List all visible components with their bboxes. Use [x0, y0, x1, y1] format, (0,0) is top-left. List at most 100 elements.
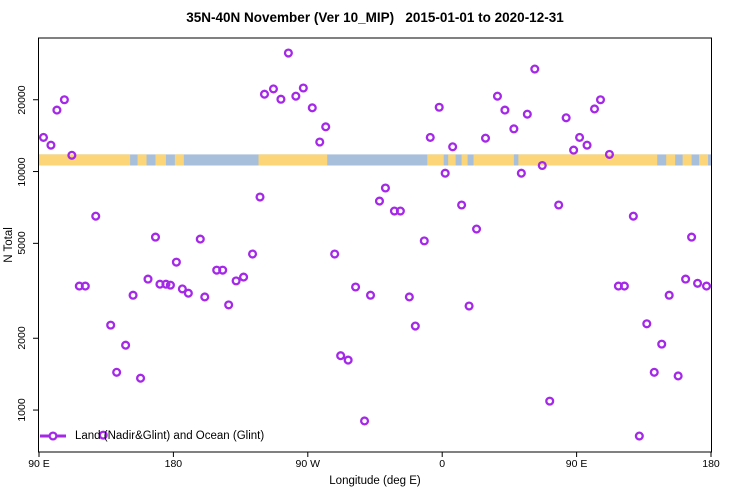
band-land-segment: [155, 154, 166, 166]
data-point: [464, 301, 474, 311]
data-point: [135, 373, 146, 383]
band-land-segment: [427, 154, 444, 166]
data-point: [143, 274, 153, 284]
band-land-segment: [666, 154, 676, 166]
data-point: [569, 145, 579, 155]
data-point: [276, 94, 286, 104]
data-point: [634, 431, 644, 441]
data-point: [434, 102, 444, 112]
data-point: [575, 132, 585, 142]
y-tick-label: 10000: [16, 156, 28, 187]
data-point: [336, 351, 346, 361]
data-point: [46, 140, 56, 150]
band-ocean: [39, 154, 711, 166]
data-point: [516, 168, 526, 178]
data-point: [59, 95, 69, 105]
data-point: [509, 124, 519, 134]
band-land-segment: [473, 154, 658, 166]
band-land-segment: [461, 154, 468, 166]
data-point: [657, 339, 667, 349]
data-point: [255, 192, 265, 202]
data-point: [150, 232, 161, 242]
data-point: [500, 105, 510, 115]
data-point: [545, 396, 555, 406]
data-point: [177, 284, 187, 294]
data-point: [404, 292, 414, 302]
data-point: [112, 367, 122, 377]
band-land-segment: [682, 154, 692, 166]
data-point: [440, 168, 450, 178]
data-point: [471, 224, 482, 234]
data-point: [106, 320, 116, 330]
data-point: [628, 211, 638, 221]
x-tick-label: 90 E: [28, 458, 50, 470]
x-axis-label: Longitude (deg E): [329, 475, 421, 487]
data-point: [268, 84, 279, 94]
data-point: [121, 340, 131, 350]
data-point: [480, 133, 491, 143]
data-point: [247, 249, 258, 259]
data-point: [351, 282, 361, 292]
data-point: [561, 113, 571, 123]
data-point: [425, 132, 435, 142]
data-point: [283, 48, 293, 58]
band-land-segment: [699, 154, 709, 166]
x-tick-label: 180: [164, 458, 183, 470]
band-land-segment: [137, 154, 147, 166]
data-point: [554, 200, 564, 210]
data-point: [359, 416, 370, 426]
data-point: [530, 64, 540, 74]
data-point: [343, 355, 353, 365]
band-ocean-patch: [513, 154, 519, 166]
data-point: [218, 265, 228, 275]
y-tick-label: 1000: [16, 398, 28, 422]
data-point: [395, 206, 405, 216]
data-point: [239, 272, 249, 282]
data-point: [171, 257, 181, 267]
data-point: [259, 89, 270, 99]
data-point: [298, 83, 308, 93]
data-point: [165, 280, 175, 290]
data-point: [619, 281, 629, 291]
data-point: [582, 140, 592, 150]
data-point: [374, 196, 385, 206]
data-point: [291, 91, 301, 101]
data-point: [419, 236, 429, 246]
data-point: [321, 122, 331, 132]
y-tick-label: 20000: [16, 85, 28, 115]
data-point: [649, 367, 659, 377]
data-point: [681, 274, 691, 284]
data-point: [91, 211, 101, 221]
band-land-segment: [448, 154, 456, 166]
data-point: [701, 281, 712, 291]
x-tick-label: 90 W: [295, 458, 321, 470]
data-point: [642, 319, 652, 329]
band-land-segment: [39, 154, 131, 166]
band-land-segment: [258, 154, 328, 166]
y-tick-label: 2000: [16, 326, 28, 350]
data-point: [365, 290, 376, 300]
data-point: [693, 278, 703, 288]
data-point: [673, 371, 683, 381]
x-tick-label: 90 E: [565, 458, 588, 470]
data-point: [161, 279, 171, 289]
data-point: [664, 290, 674, 300]
data-point: [224, 300, 234, 310]
data-point: [330, 249, 340, 259]
chart-title: 35N-40N November (Ver 10_MIP) 2015-01-01…: [186, 10, 564, 25]
data-point: [448, 142, 458, 152]
band-land-segment: [174, 154, 184, 166]
data-point: [589, 104, 600, 114]
data-point: [687, 232, 697, 242]
data-point: [537, 160, 547, 171]
legend-marker-circle: [48, 431, 58, 441]
x-tick-label: 180: [702, 458, 720, 470]
data-point: [457, 200, 467, 210]
plot-frame: [38, 37, 712, 453]
data-point: [380, 183, 391, 193]
data-point: [80, 281, 90, 291]
data-point: [315, 137, 325, 147]
data-point: [52, 105, 62, 115]
